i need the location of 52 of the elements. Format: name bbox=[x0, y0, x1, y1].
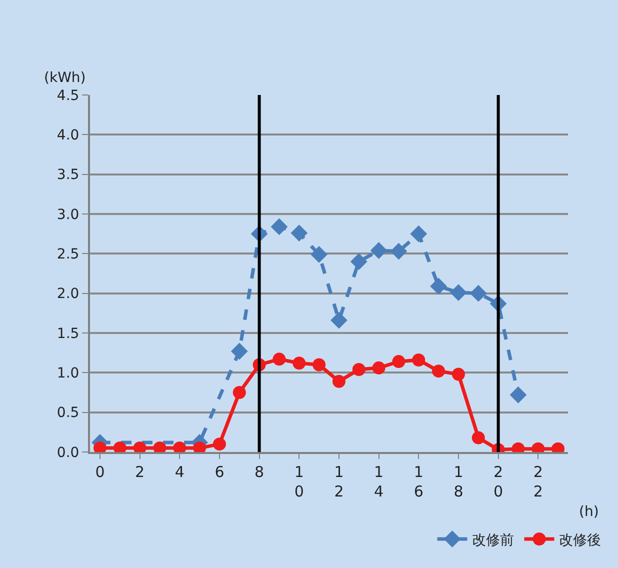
x-tick-label: 16 bbox=[414, 463, 424, 500]
point bbox=[232, 386, 246, 399]
point bbox=[390, 242, 408, 260]
y-tick-label: 3.0 bbox=[56, 206, 80, 223]
x-tick-label: 0 bbox=[95, 463, 105, 481]
x-tick-label: 20 bbox=[494, 463, 504, 500]
y-axis-title: (kWh) bbox=[44, 70, 86, 86]
x-tick-label: 18 bbox=[454, 463, 464, 500]
y-tick-label: 1.5 bbox=[56, 326, 80, 342]
point bbox=[292, 356, 306, 370]
point bbox=[410, 225, 428, 242]
point bbox=[452, 368, 465, 381]
point bbox=[310, 246, 328, 263]
point bbox=[270, 218, 288, 236]
point bbox=[330, 312, 348, 329]
y-tick-label: 4.0 bbox=[56, 128, 80, 144]
legend-label: 改修後 bbox=[559, 532, 602, 548]
y-tick-label: 0.0 bbox=[56, 444, 80, 461]
point bbox=[272, 352, 286, 366]
point bbox=[450, 284, 467, 301]
point bbox=[510, 386, 527, 404]
x-tick-label: 8 bbox=[254, 463, 264, 481]
point bbox=[332, 374, 346, 388]
point bbox=[370, 242, 388, 259]
point bbox=[392, 355, 406, 368]
y-tick-label: 1.0 bbox=[56, 366, 80, 382]
point bbox=[430, 278, 447, 295]
x-tick-label: 2 bbox=[135, 463, 145, 481]
point bbox=[472, 431, 485, 444]
x-tick-label: 22 bbox=[533, 463, 543, 500]
y-tick-label: 4.5 bbox=[56, 88, 80, 104]
point bbox=[312, 358, 326, 372]
y-tick-label: 2.5 bbox=[56, 246, 80, 263]
point bbox=[432, 364, 446, 378]
y-tick-label: 0.5 bbox=[56, 405, 80, 422]
point bbox=[290, 224, 308, 242]
y-tick-label: 3.5 bbox=[56, 167, 80, 184]
x-tick-label: 14 bbox=[374, 463, 384, 500]
legend-label: 改修前 bbox=[472, 532, 514, 548]
x-tick-label: 10 bbox=[294, 463, 304, 500]
point bbox=[230, 342, 248, 360]
point bbox=[352, 362, 366, 376]
point bbox=[212, 438, 226, 451]
x-tick-label: 12 bbox=[334, 463, 344, 500]
point bbox=[470, 284, 487, 302]
x-tick-label: 4 bbox=[174, 463, 184, 481]
x-axis-title: (h) bbox=[579, 504, 599, 520]
x-tick-label: 6 bbox=[214, 463, 224, 481]
point bbox=[412, 353, 426, 366]
point bbox=[350, 253, 368, 270]
y-tick-label: 2.0 bbox=[56, 286, 80, 302]
point bbox=[372, 361, 386, 374]
